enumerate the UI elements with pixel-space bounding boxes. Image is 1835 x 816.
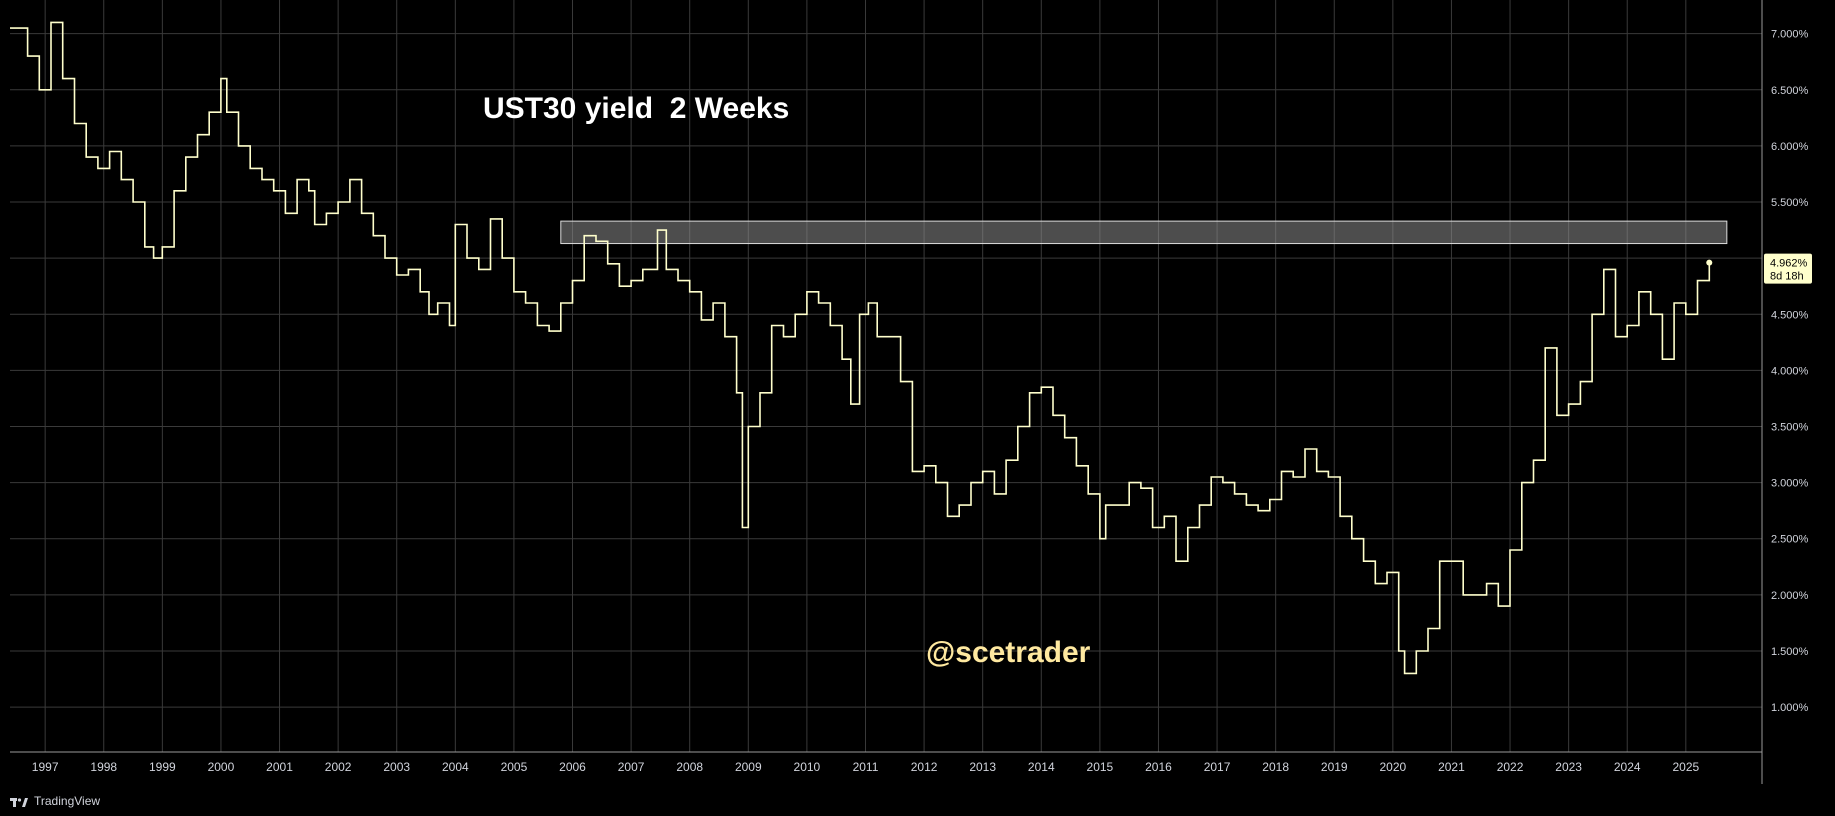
brand-name[interactable]: TradingView xyxy=(34,793,101,808)
y-tick-label: 6.000% xyxy=(1771,141,1809,153)
x-tick-label: 2001 xyxy=(266,760,293,774)
x-tick-label: 2015 xyxy=(1087,760,1114,774)
x-tick-label: 2005 xyxy=(501,760,528,774)
x-tick-label: 2022 xyxy=(1497,760,1524,774)
y-tick-label: 6.500% xyxy=(1771,85,1809,97)
series-line-ust30 xyxy=(10,21,1711,675)
x-tick-label: 2023 xyxy=(1555,760,1582,774)
x-tick-label: 2000 xyxy=(208,760,235,774)
watermark-text: @scetrader xyxy=(926,636,1091,669)
footer-bar: TradingView xyxy=(0,785,1835,816)
x-tick-label: 2003 xyxy=(383,760,410,774)
x-tick-label: 2013 xyxy=(969,760,996,774)
x-tick-label: 2012 xyxy=(911,760,938,774)
x-tick-label: 2021 xyxy=(1438,760,1465,774)
x-tick-label: 2024 xyxy=(1614,760,1641,774)
x-tick-label: 2025 xyxy=(1672,760,1699,774)
countdown-text: 8d 18h xyxy=(1770,271,1804,283)
last-value-badge xyxy=(1764,253,1812,284)
last-value-label: 4.962% 8d 18h xyxy=(1764,253,1812,284)
chart-title: UST30 yield 2 Weeks xyxy=(483,92,789,125)
y-tick-label: 1.500% xyxy=(1771,646,1809,658)
y-tick-label: 3.000% xyxy=(1771,478,1809,490)
y-tick-label: 4.500% xyxy=(1771,309,1809,321)
x-tick-label: 2002 xyxy=(325,760,352,774)
y-tick-label: 2.500% xyxy=(1771,534,1809,546)
resistance-zone xyxy=(560,220,1728,245)
y-tick-label: 7.000% xyxy=(1771,29,1809,41)
x-tick-label: 2009 xyxy=(735,760,762,774)
last-value-text: 4.962% xyxy=(1770,258,1808,270)
x-tick-label: 2020 xyxy=(1379,760,1406,774)
x-tick-label: 2004 xyxy=(442,760,469,774)
x-tick-label: 2014 xyxy=(1028,760,1055,774)
x-tick-label: 2008 xyxy=(676,760,703,774)
last-point-marker xyxy=(1706,259,1713,266)
x-tick-label: 2010 xyxy=(794,760,821,774)
x-tick-label: 2018 xyxy=(1262,760,1289,774)
x-tick-label: 2017 xyxy=(1204,760,1231,774)
y-tick-label: 2.000% xyxy=(1771,590,1809,602)
x-tick-label: 2007 xyxy=(618,760,645,774)
x-tick-label: 2019 xyxy=(1321,760,1348,774)
x-tick-label: 2011 xyxy=(853,760,879,774)
tradingview-logo-icon xyxy=(10,795,28,807)
x-tick-label: 1999 xyxy=(149,760,176,774)
y-axis[interactable]: 7.000%6.500%6.000%5.500%5.000%4.500%4.00… xyxy=(1761,0,1809,784)
x-tick-label: 2006 xyxy=(559,760,586,774)
x-tick-label: 1997 xyxy=(32,760,59,774)
y-tick-label: 5.500% xyxy=(1771,197,1809,209)
x-axis[interactable]: 1997 1998 1999 2000 2001 2002 2003 2004 2005 2006… xyxy=(10,751,1762,774)
y-tick-label: 3.500% xyxy=(1771,422,1809,434)
y-tick-label: 1.000% xyxy=(1771,702,1809,714)
x-tick-label: 2016 xyxy=(1145,760,1172,774)
y-tick-label: 4.000% xyxy=(1771,365,1809,377)
chart-grid xyxy=(10,0,1762,752)
x-tick-label: 1998 xyxy=(90,760,117,774)
